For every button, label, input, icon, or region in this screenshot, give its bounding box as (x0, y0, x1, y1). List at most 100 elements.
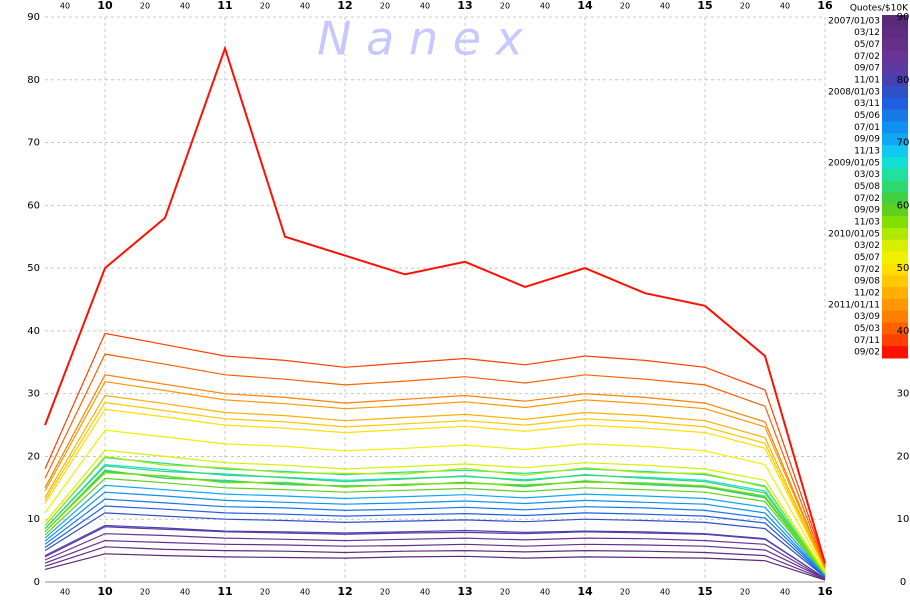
legend-swatch (882, 192, 908, 205)
legend-label: 2009/01/05 (828, 158, 880, 168)
series-line (44, 472, 826, 575)
legend-label: 05/07 (854, 253, 880, 263)
x-tick-label: 15 (697, 585, 712, 598)
x-tick-label-top: 40 (420, 2, 430, 11)
x-tick-label-top: 40 (780, 2, 790, 11)
legend-swatch (882, 251, 908, 264)
legend-label: 07/11 (854, 336, 880, 346)
legend-swatch (882, 97, 908, 111)
series-line (44, 429, 826, 571)
legend-label: 07/02 (854, 265, 880, 275)
x-tick-label: 20 (260, 588, 270, 597)
legend-label: 09/07 (854, 64, 880, 74)
x-tick-label-top: 40 (60, 2, 70, 11)
legend-swatch (882, 26, 908, 40)
legend-swatch (882, 85, 908, 99)
y-tick-label-right: 50 (897, 263, 910, 274)
legend-swatch (882, 15, 908, 28)
legend-title: Quotes/$10K (850, 4, 909, 14)
x-tick-label: 14 (577, 585, 593, 598)
x-tick-label: 20 (740, 588, 750, 597)
x-tick-label: 10 (97, 585, 113, 598)
x-tick-label: 20 (500, 588, 510, 597)
y-tick-label: 20 (27, 451, 40, 462)
y-tick-label: 90 (27, 12, 40, 23)
legend-swatch (882, 204, 908, 217)
series-line (44, 546, 826, 581)
series-line (44, 491, 826, 577)
x-tick-label: 40 (540, 588, 550, 597)
y-tick-label-right: 90 (897, 12, 910, 23)
legend-swatch (882, 145, 908, 158)
legend-swatch (882, 74, 908, 87)
legend-label: 09/09 (854, 135, 880, 145)
series-line (44, 484, 826, 576)
y-tick-label-right: 60 (897, 200, 910, 211)
y-tick-label: 30 (27, 389, 40, 400)
y-tick-label: 10 (27, 514, 40, 525)
legend-label: 2011/01/11 (828, 300, 880, 310)
x-tick-label-top: 16 (817, 0, 833, 12)
legend-swatch (882, 133, 908, 146)
y-tick-label: 60 (27, 200, 40, 211)
series-line (44, 394, 826, 569)
series-line (44, 524, 826, 579)
x-tick-label-top: 13 (457, 0, 472, 12)
x-tick-label: 40 (180, 588, 190, 597)
legend-swatch (882, 216, 908, 229)
x-tick-label-top: 20 (140, 2, 150, 11)
x-tick-label: 40 (660, 588, 670, 597)
legend-swatch (882, 263, 908, 276)
legend-label: 2010/01/05 (828, 229, 880, 239)
legend-label: 11/01 (854, 76, 880, 86)
series-line (44, 374, 826, 568)
legend-label: 07/02 (854, 194, 880, 204)
legend-swatch (882, 50, 908, 63)
x-tick-label: 20 (140, 588, 150, 597)
legend-label: 2008/01/03 (828, 87, 880, 97)
legend-swatch (882, 180, 908, 193)
legend-swatch (882, 227, 908, 241)
legend-label: 03/12 (854, 28, 880, 38)
x-tick-label-top: 20 (260, 2, 270, 11)
legend-swatch (882, 109, 908, 122)
series-line (44, 505, 826, 577)
x-tick-label: 11 (217, 585, 232, 598)
x-tick-label: 20 (380, 588, 390, 597)
y-tick-label-right: 10 (897, 514, 910, 525)
y-tick-label: 80 (27, 75, 40, 86)
legend-swatch (882, 38, 908, 51)
series-line (44, 455, 826, 574)
legend-label: 03/03 (854, 170, 880, 180)
x-tick-label-top: 11 (217, 0, 232, 12)
legend-swatch (882, 239, 908, 253)
legend-label: 07/02 (854, 52, 880, 62)
x-tick-label-top: 20 (380, 2, 390, 11)
legend-label: 09/02 (854, 348, 880, 358)
y-tick-label: 50 (27, 263, 40, 274)
x-tick-label-top: 40 (540, 2, 550, 11)
series-line (44, 449, 826, 573)
y-tick-label: 70 (27, 138, 40, 149)
x-tick-label-top: 20 (740, 2, 750, 11)
legend-swatch (882, 168, 908, 182)
y-tick-label: 0 (34, 577, 40, 588)
series-line (44, 408, 826, 570)
legend-swatch (882, 275, 908, 288)
series-line (44, 381, 826, 568)
x-tick-label: 40 (300, 588, 310, 597)
x-tick-label-top: 12 (337, 0, 352, 12)
x-tick-label: 20 (620, 588, 630, 597)
y-tick-label-right: 40 (897, 326, 910, 337)
y-tick-label-right: 80 (897, 75, 910, 86)
series-line (44, 512, 826, 578)
legend-label: 2007/01/03 (828, 16, 880, 26)
legend-label: 03/02 (854, 241, 880, 251)
x-tick-label: 13 (457, 585, 472, 598)
series-line (44, 526, 826, 579)
x-tick-label: 40 (60, 588, 70, 597)
x-tick-label-top: 15 (697, 0, 712, 12)
legend-swatch (882, 298, 908, 312)
legend-swatch (882, 346, 908, 359)
legend-label: 03/09 (854, 312, 880, 322)
